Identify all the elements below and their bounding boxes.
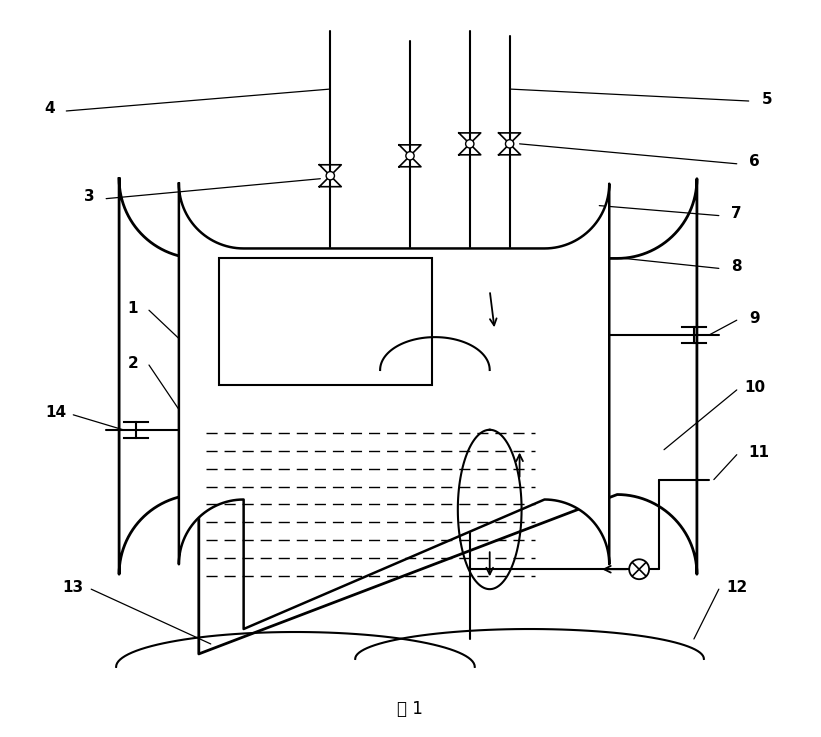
Text: 12: 12 [726, 580, 747, 595]
Circle shape [466, 140, 474, 148]
Text: 图 1: 图 1 [397, 699, 423, 718]
Text: 7: 7 [732, 206, 742, 221]
Bar [218, 259, 432, 385]
Text: 11: 11 [748, 445, 769, 460]
Text: 14: 14 [46, 405, 67, 420]
Text: 4: 4 [44, 102, 55, 116]
Text: 1: 1 [128, 301, 138, 315]
Circle shape [406, 152, 414, 160]
Text: 8: 8 [732, 259, 742, 274]
Text: 5: 5 [761, 91, 772, 107]
Text: 2: 2 [128, 355, 139, 371]
Text: 3: 3 [84, 189, 94, 204]
Text: 9: 9 [750, 311, 760, 326]
Text: 10: 10 [744, 380, 765, 396]
Text: 13: 13 [62, 580, 84, 595]
Text: 6: 6 [750, 154, 760, 170]
Circle shape [629, 559, 649, 579]
Circle shape [326, 172, 334, 180]
Circle shape [506, 140, 514, 148]
Polygon shape [179, 184, 609, 629]
